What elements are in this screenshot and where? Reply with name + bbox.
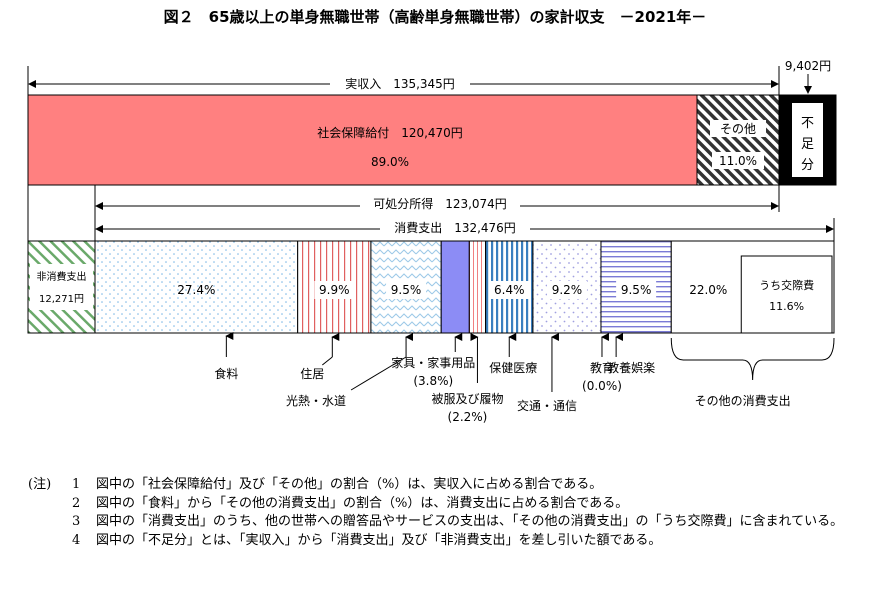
non-consumption-value: 12,271円 <box>39 294 84 305</box>
social-security-label: 社会保障給付 120,470円 <box>317 125 463 140</box>
note-row: 4 図中の「不足分」とは、「実収入」から「消費支出」及び「非消費支出」を差し引い… <box>28 532 868 551</box>
note-text: 図中の「消費支出」のうち、他の世帯への贈答品やサービスの支出は、「その他の消費支… <box>96 514 844 529</box>
note-number: 1 <box>72 477 81 492</box>
segment-pct-other-consumption: 22.0% <box>689 283 727 297</box>
segment-pct-housing: 9.9% <box>319 283 350 297</box>
note-number: 3 <box>72 514 81 529</box>
note-text: 図中の「不足分」とは、「実収入」から「消費支出」及び「非消費支出」を差し引いた額… <box>96 532 662 548</box>
sub-item-entertainment-box <box>740 255 833 334</box>
other-income-label: その他 <box>720 122 756 136</box>
pct-label-bg <box>546 281 587 299</box>
disposable-income-label: 可処分所得 123,074円 <box>373 196 507 211</box>
expenditure-segments: 27.4% 9.9% 9.5% 6.4% 9.2% 9.5% 22.0% うち交際費 11.6% <box>94 240 835 334</box>
segment-pct-utilities: 9.5% <box>391 283 422 297</box>
segment-furniture <box>440 240 470 334</box>
segment-pct-food: 27.4% <box>177 283 215 297</box>
note-row: 3 図中の「消費支出」のうち、他の世帯への贈答品やサービスの支出は、「その他の消… <box>28 513 868 532</box>
disposable-label-bg <box>360 195 520 212</box>
segment-pct-health: 6.4% <box>494 283 525 297</box>
culture-label: 教養娯楽 <box>607 360 655 375</box>
housing-leader <box>321 356 333 366</box>
segment-food <box>94 240 299 334</box>
non-consumption-label-bg <box>30 264 93 310</box>
clothing-label: 被服及び履物 <box>431 392 503 406</box>
consumption-label-bg <box>380 219 530 236</box>
other-income-pct: 11.0% <box>719 154 757 168</box>
utilities-leader <box>350 356 407 391</box>
chart-title: 図２ 65歳以上の単身無職世帯（高齢単身無職世帯）の家計収支 －2021年－ <box>164 8 707 26</box>
clothing-pct: (2.2%) <box>448 410 488 424</box>
consumption-label: 消費支出 132,476円 <box>394 220 516 235</box>
social-security-pct: 89.0% <box>371 155 409 169</box>
note-row: (注) 1 図中の「社会保障給付」及び「その他」の割合（%）は、実収入に占める割… <box>28 476 868 495</box>
note-row: 2 図中の「食料」から「その他の消費支出」の割合（%）は、消費支出に占める割合で… <box>28 495 868 514</box>
other-income-label-bg <box>710 120 766 137</box>
education-label: 教育 <box>590 360 614 375</box>
shortfall-inner-box <box>792 103 823 177</box>
segment-clothing <box>468 240 487 334</box>
pct-label-bg <box>386 281 427 299</box>
note-text: 図中の「食料」から「その他の消費支出」の割合（%）は、消費支出に占める割合である… <box>96 495 629 511</box>
other-consumption-label: その他の消費支出 <box>695 393 791 408</box>
utilities-label: 光熱・水道 <box>286 394 346 408</box>
transport-label: 交通・通信 <box>517 398 577 413</box>
note-number: 2 <box>72 495 81 511</box>
expenditure-bar: 非消費支出 12,271円 <box>27 240 96 334</box>
social-security-segment <box>27 94 698 186</box>
note-text: 図中の「社会保障給付」及び「その他」の割合（%）は、実収入に占める割合である。 <box>96 477 603 492</box>
other-income-pct-bg <box>712 152 764 169</box>
income-label-bg <box>330 74 470 92</box>
other-income-segment <box>696 94 780 186</box>
note-number: 4 <box>72 532 81 548</box>
household-budget-chart: 図２ 65歳以上の単身無職世帯（高齢単身無職世帯）の家計収支 －2021年－ 実… <box>27 8 837 424</box>
other-consumption-brace <box>670 337 835 381</box>
health-label: 保健医療 <box>489 361 537 375</box>
pct-label-bg <box>489 281 530 299</box>
housing-label: 住居 <box>300 367 324 381</box>
notes-head: (注) <box>28 477 52 492</box>
shortfall-label: 不足分 <box>801 116 814 173</box>
income-label: 実収入 135,345円 <box>345 76 455 91</box>
shortfall-value: 9,402円 <box>785 59 831 73</box>
income-bar: 不足分 社会保障給付 120,470円 89.0% その他 11.0% <box>27 94 837 186</box>
sub-item-pct: 11.6% <box>769 300 804 313</box>
segment-pct-transport: 9.2% <box>552 283 583 297</box>
education-pct: (0.0%) <box>582 379 622 393</box>
notes: (注) 1 図中の「社会保障給付」及び「その他」の割合（%）は、実収入に占める割… <box>28 476 868 550</box>
non-consumption-label: 非消費支出 <box>37 270 87 283</box>
furniture-pct: (3.8%) <box>413 374 453 388</box>
pct-label-bg <box>314 281 355 299</box>
pct-label-bg <box>616 281 657 299</box>
furniture-label: 家具・家事用品 <box>391 355 475 370</box>
segment-pct-culture: 9.5% <box>621 283 652 297</box>
sub-item-label: うち交際費 <box>759 278 814 292</box>
food-label: 食料 <box>214 366 238 381</box>
